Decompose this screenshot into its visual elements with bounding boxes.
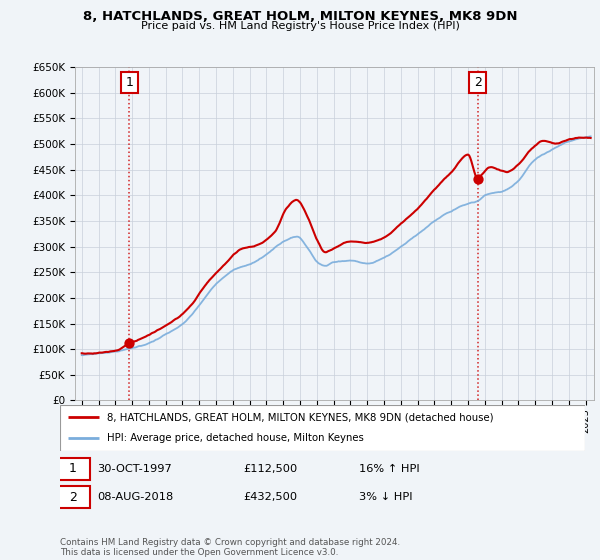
Text: HPI: Average price, detached house, Milton Keynes: HPI: Average price, detached house, Milt… — [107, 433, 364, 444]
Text: Contains HM Land Registry data © Crown copyright and database right 2024.
This d: Contains HM Land Registry data © Crown c… — [60, 538, 400, 557]
Text: 30-OCT-1997: 30-OCT-1997 — [97, 464, 172, 474]
Text: 8, HATCHLANDS, GREAT HOLM, MILTON KEYNES, MK8 9DN (detached house): 8, HATCHLANDS, GREAT HOLM, MILTON KEYNES… — [107, 412, 494, 422]
FancyBboxPatch shape — [55, 486, 91, 508]
Text: 8, HATCHLANDS, GREAT HOLM, MILTON KEYNES, MK8 9DN: 8, HATCHLANDS, GREAT HOLM, MILTON KEYNES… — [83, 10, 517, 23]
Text: 3% ↓ HPI: 3% ↓ HPI — [359, 492, 413, 502]
Text: 2: 2 — [68, 491, 77, 503]
Text: £432,500: £432,500 — [244, 492, 298, 502]
Text: 2: 2 — [474, 76, 482, 89]
Text: 1: 1 — [125, 76, 133, 89]
FancyBboxPatch shape — [60, 405, 585, 451]
Text: 1: 1 — [68, 463, 77, 475]
Point — [124, 338, 134, 347]
Text: 16% ↑ HPI: 16% ↑ HPI — [359, 464, 420, 474]
Text: 08-AUG-2018: 08-AUG-2018 — [97, 492, 173, 502]
Text: Price paid vs. HM Land Registry's House Price Index (HPI): Price paid vs. HM Land Registry's House … — [140, 21, 460, 31]
Point — [473, 174, 482, 183]
Text: £112,500: £112,500 — [244, 464, 298, 474]
FancyBboxPatch shape — [55, 458, 91, 480]
